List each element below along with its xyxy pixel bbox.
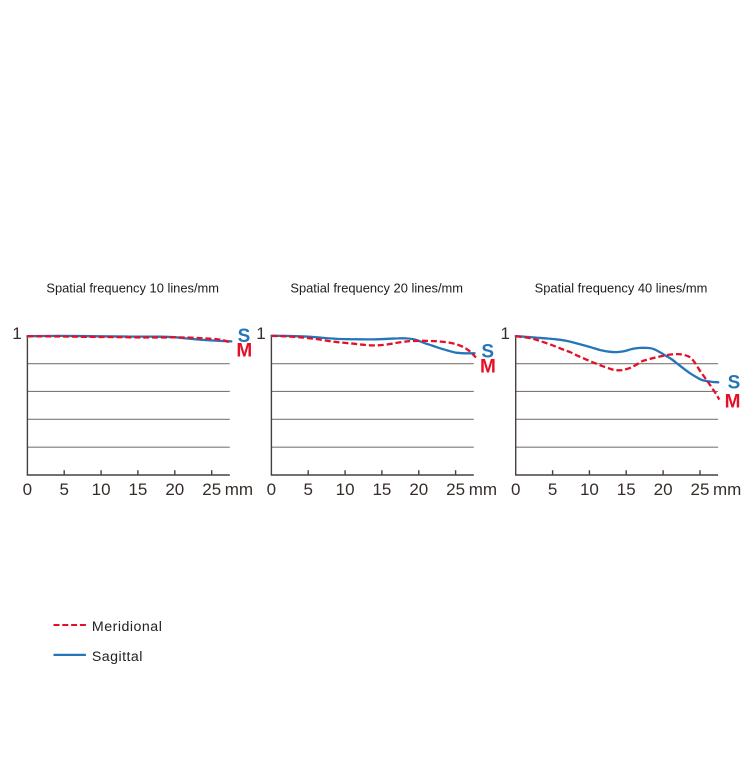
svg-text:15: 15 xyxy=(372,480,391,499)
svg-text:15: 15 xyxy=(617,480,636,499)
svg-text:Spatial frequency 20 lines/mm: Spatial frequency 20 lines/mm xyxy=(290,280,463,295)
svg-text:0: 0 xyxy=(23,480,32,499)
svg-text:mm: mm xyxy=(469,480,497,499)
svg-text:0: 0 xyxy=(267,480,276,499)
svg-text:20: 20 xyxy=(409,480,428,499)
svg-text:M: M xyxy=(480,357,496,378)
svg-text:5: 5 xyxy=(303,480,312,499)
svg-text:Meridional: Meridional xyxy=(92,619,162,635)
svg-text:10: 10 xyxy=(336,480,355,499)
svg-text:20: 20 xyxy=(165,480,184,499)
svg-text:mm: mm xyxy=(713,480,741,499)
svg-text:1: 1 xyxy=(12,324,21,343)
svg-text:5: 5 xyxy=(59,480,68,499)
svg-text:10: 10 xyxy=(580,480,599,499)
svg-text:S: S xyxy=(238,326,251,347)
svg-text:10: 10 xyxy=(92,480,111,499)
svg-text:Spatial frequency 40 lines/mm: Spatial frequency 40 lines/mm xyxy=(535,280,708,295)
svg-text:25: 25 xyxy=(691,480,710,499)
svg-text:M: M xyxy=(236,340,252,361)
svg-text:Spatial frequency 10 lines/mm: Spatial frequency 10 lines/mm xyxy=(46,280,219,295)
svg-text:25: 25 xyxy=(202,480,221,499)
svg-text:15: 15 xyxy=(128,480,147,499)
svg-text:mm: mm xyxy=(225,480,253,499)
svg-text:Sagittal: Sagittal xyxy=(92,649,143,665)
svg-text:20: 20 xyxy=(654,480,673,499)
svg-text:1: 1 xyxy=(501,324,510,343)
svg-text:S: S xyxy=(728,373,741,394)
svg-text:1: 1 xyxy=(256,324,265,343)
svg-text:25: 25 xyxy=(446,480,465,499)
svg-text:M: M xyxy=(725,392,741,413)
svg-text:5: 5 xyxy=(548,480,557,499)
svg-text:S: S xyxy=(481,342,494,363)
svg-text:0: 0 xyxy=(511,480,520,499)
